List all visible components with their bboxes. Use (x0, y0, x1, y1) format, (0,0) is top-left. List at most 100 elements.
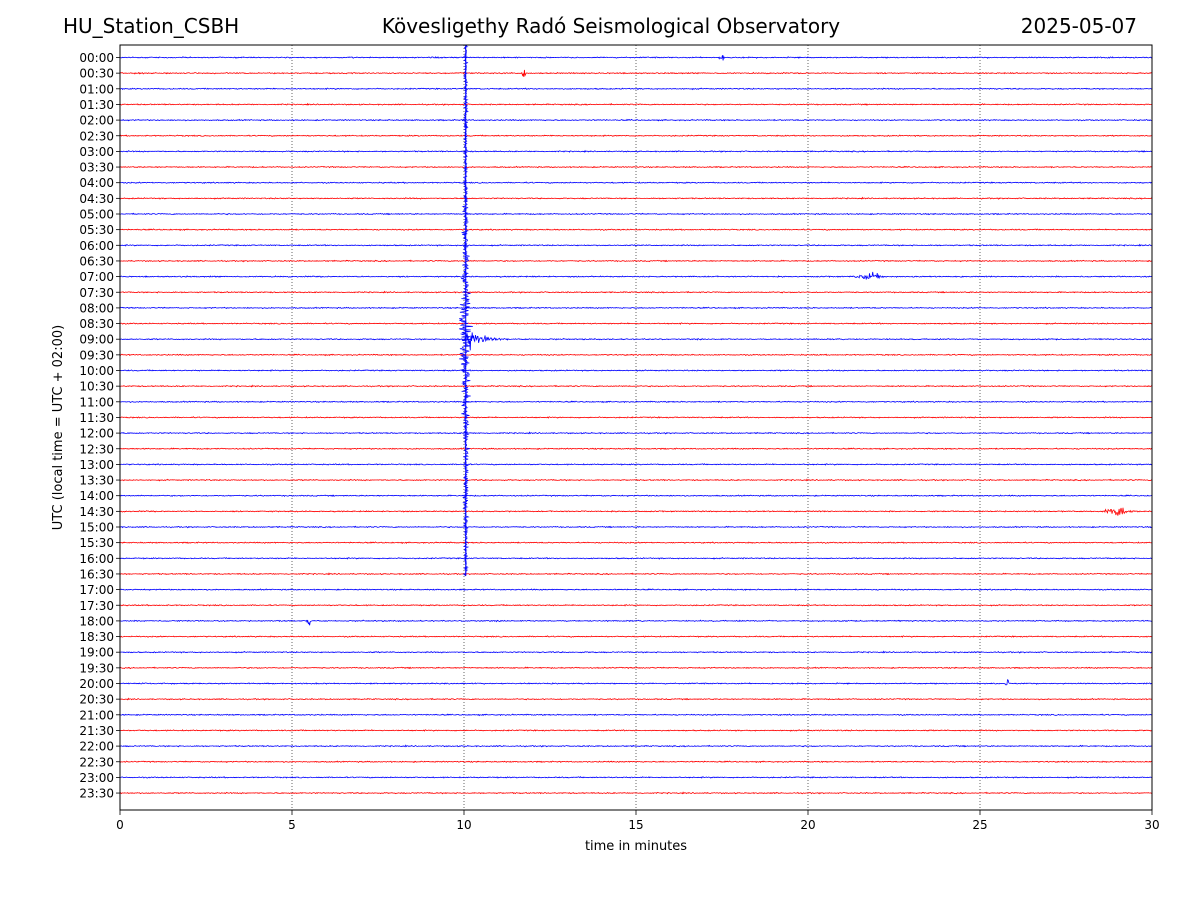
trace-1000 (119, 369, 1153, 372)
y-tick-label: 22:30 (79, 755, 114, 769)
trace-1630 (119, 572, 1153, 576)
y-tick-label: 15:00 (79, 521, 114, 535)
trace-1030 (119, 384, 1153, 388)
trace-1730 (119, 603, 1153, 607)
y-tick-label: 08:30 (79, 317, 114, 331)
y-tick-label: 23:30 (79, 787, 114, 801)
trace-0200 (119, 118, 1153, 122)
x-tick-label: 10 (456, 818, 471, 832)
trace-1130 (119, 416, 1153, 419)
station-name: HU_Station_CSBH (63, 14, 240, 38)
trace-0830 (119, 322, 1153, 325)
x-tick-label: 30 (1144, 818, 1159, 832)
y-tick-label: 09:00 (79, 333, 114, 347)
y-tick-label: 02:00 (79, 114, 114, 128)
trace-1500 (119, 525, 1153, 529)
trace-0430 (119, 196, 1153, 200)
y-tick-label: 12:30 (79, 442, 114, 456)
trace-1230 (119, 447, 1153, 451)
trace-0600 (119, 243, 1153, 247)
y-tick-label: 13:30 (79, 474, 114, 488)
y-tick-label: 05:00 (79, 208, 114, 222)
trace-0500 (119, 212, 1153, 216)
y-tick-label: 02:30 (79, 129, 114, 143)
trace-1330 (119, 478, 1153, 482)
y-tick-label: 23:00 (79, 771, 114, 785)
trace-0030 (119, 69, 1153, 77)
trace-0730 (119, 290, 1153, 294)
y-tick-label: 19:30 (79, 661, 114, 675)
y-tick-label: 14:00 (79, 489, 114, 503)
trace-1600 (119, 557, 1153, 560)
trace-2300 (119, 776, 1153, 779)
y-tick-label: 10:00 (79, 364, 114, 378)
trace-0630 (119, 259, 1153, 263)
y-tick-label: 19:00 (79, 646, 114, 660)
trace-1400 (119, 494, 1153, 497)
y-tick-label: 14:30 (79, 505, 114, 519)
trace-0900 (119, 332, 1153, 351)
trace-0130 (119, 102, 1153, 106)
trace-0330 (119, 165, 1153, 169)
y-tick-label: 22:00 (79, 740, 114, 754)
trace-1830 (119, 635, 1153, 638)
y-tick-label: 16:00 (79, 552, 114, 566)
y-tick-label: 03:30 (79, 161, 114, 175)
y-tick-label: 06:30 (79, 254, 114, 268)
trace-0530 (119, 228, 1153, 232)
y-tick-label: 07:30 (79, 286, 114, 300)
traces (119, 44, 1153, 795)
y-tick-label: 00:30 (79, 67, 114, 81)
y-tick-label: 16:30 (79, 567, 114, 581)
trace-1930 (119, 666, 1153, 670)
y-tick-label: 21:30 (79, 724, 114, 738)
y-tick-label: 08:00 (79, 301, 114, 315)
y-tick-label: 01:30 (79, 98, 114, 112)
trace-2230 (119, 760, 1153, 764)
trace-1430 (120, 507, 1153, 516)
x-tick-label: 20 (800, 818, 815, 832)
y-tick-label: 00:00 (79, 51, 114, 65)
trace-0930 (119, 353, 1153, 357)
y-tick-label: 10:30 (79, 380, 114, 394)
trace-0800 (119, 306, 1153, 310)
y-tick-label: 09:30 (79, 348, 114, 362)
y-tick-label: 07:00 (79, 270, 114, 284)
trace-2200 (119, 744, 1153, 748)
vertical-grid (291, 45, 981, 810)
trace-2000 (119, 679, 1153, 686)
y-tick-label: 20:30 (79, 693, 114, 707)
trace-0400 (119, 181, 1153, 185)
trace-0100 (119, 87, 1153, 91)
y-tick-label: 04:00 (79, 176, 114, 190)
trace-2330 (119, 791, 1153, 795)
x-tick-label: 25 (972, 818, 987, 832)
x-tick-label: 15 (628, 818, 643, 832)
trace-0700 (119, 271, 1153, 280)
y-tick-label: 21:00 (79, 708, 114, 722)
y-tick-label: 17:30 (79, 599, 114, 613)
trace-1900 (119, 650, 1153, 654)
y-tick-label: 18:30 (79, 630, 114, 644)
y-tick-label: 11:00 (79, 395, 114, 409)
trace-1800 (119, 619, 1153, 626)
y-tick-label: 20:00 (79, 677, 114, 691)
trace-2100 (119, 713, 1153, 717)
y-tick-label: 01:00 (79, 82, 114, 96)
y-tick-label: 13:00 (79, 458, 114, 472)
y-tick-label: 05:30 (79, 223, 114, 237)
trace-1200 (119, 431, 1153, 435)
trace-2030 (119, 697, 1153, 701)
y-tick-label: 04:30 (79, 192, 114, 206)
x-tick-label: 0 (116, 818, 124, 832)
trace-1300 (119, 463, 1153, 466)
trace-1700 (119, 588, 1153, 592)
x-tick-label: 5 (288, 818, 296, 832)
chart-date: 2025-05-07 (1020, 14, 1137, 38)
trace-0000 (119, 54, 1153, 61)
chart-title: Kövesligethy Radó Seismological Observat… (381, 14, 841, 38)
y-tick-label: 11:30 (79, 411, 114, 425)
x-axis-label: time in minutes (585, 839, 687, 854)
